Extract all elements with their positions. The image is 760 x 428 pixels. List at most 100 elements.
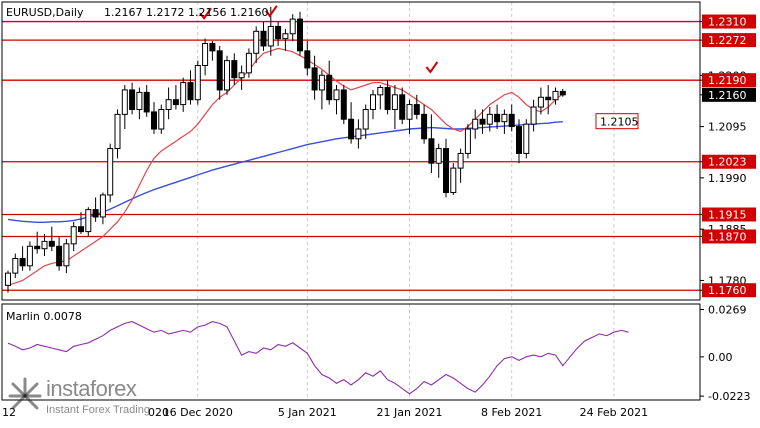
symbol-label: EURUSD,Daily	[6, 6, 84, 19]
candle-body	[435, 148, 442, 164]
candle-body	[48, 240, 55, 247]
candle-body	[377, 86, 384, 96]
ma-value-label: 1.2105	[600, 116, 639, 129]
candle-body	[340, 89, 347, 120]
x-tick-label-partial: 12	[2, 406, 16, 419]
candle-body	[472, 118, 479, 130]
level-tag	[702, 73, 756, 88]
candle-body	[41, 240, 48, 250]
level-tag-label: 1.1870	[708, 230, 747, 243]
ohlc-values: 1.2167 1.2172 1.2156 1.2160	[104, 6, 268, 19]
candle-body	[114, 113, 121, 150]
candle-body	[121, 89, 128, 115]
candle-body	[34, 245, 41, 250]
candle-body	[245, 52, 252, 74]
candle-body	[172, 99, 179, 106]
level-tag	[702, 154, 756, 169]
level-tag	[702, 207, 756, 222]
candle-body	[530, 106, 537, 125]
candle-body	[260, 30, 267, 47]
candle-body	[136, 91, 143, 110]
candle-body	[348, 118, 355, 140]
level-tag	[702, 229, 756, 244]
candle-body	[194, 65, 201, 101]
candle-body	[516, 126, 522, 154]
indicator-pane-frame	[1, 303, 701, 401]
candle-body	[63, 243, 70, 267]
candle-body	[501, 113, 508, 123]
indicator-line	[7, 321, 629, 395]
candle-body	[406, 104, 413, 120]
horizontal-levels	[2, 20, 700, 291]
indicator-tick-label: 0.0269	[708, 303, 747, 316]
level-tag-label: 1.1915	[708, 209, 747, 222]
candle-body	[187, 82, 194, 101]
candle-body	[370, 94, 376, 110]
x-tick-label: 21 Jan 2021	[377, 406, 443, 419]
level-tag-label: 1.2310	[708, 16, 747, 29]
candle-body	[304, 50, 311, 69]
candle-body	[297, 18, 303, 52]
current-price-tag	[702, 87, 756, 102]
level-tag	[702, 33, 756, 48]
candle-body	[267, 25, 274, 47]
candle-body	[326, 74, 333, 101]
candle-body	[428, 138, 435, 164]
x-tick-label-partial: 020	[148, 406, 169, 419]
candle-body	[224, 60, 230, 91]
candle-body	[457, 152, 464, 169]
price-labels: 1.2310 1.2272 1.2190 1.2023 1.1915 1.1870 1.17…	[595, 14, 756, 298]
candle-body	[355, 128, 362, 140]
current-price-label: 1.2160	[708, 89, 747, 102]
indicator-pane	[7, 321, 629, 395]
candle-body	[318, 74, 325, 91]
candle-body	[151, 111, 157, 130]
candle-body	[391, 94, 398, 110]
candle-body	[107, 148, 114, 196]
candle-body	[494, 113, 501, 123]
candle-body	[413, 104, 420, 115]
candle-body	[399, 94, 406, 120]
candle-body	[552, 90, 559, 101]
candle-body	[180, 82, 187, 106]
candle-body	[5, 272, 11, 286]
candle-body	[85, 209, 92, 233]
candle-body	[508, 113, 515, 128]
candle-body	[443, 148, 449, 194]
level-tag	[702, 283, 756, 298]
candle-body	[523, 123, 530, 154]
candle-body	[216, 50, 223, 91]
indicator-tick-label: 0.00	[708, 351, 733, 364]
candle-body	[289, 18, 296, 35]
indicator-label: Marlin 0.0078	[6, 310, 82, 323]
level-tag-label: 1.2190	[708, 74, 747, 87]
candle-body	[143, 91, 150, 113]
candle-body	[362, 108, 369, 130]
candle-body	[333, 89, 340, 101]
x-tick-label: 5 Jan 2021	[278, 406, 337, 419]
candle-body	[202, 43, 209, 67]
candle-body	[421, 113, 428, 140]
candle-body	[238, 72, 245, 79]
candle-body	[165, 99, 172, 110]
candle-body	[92, 209, 99, 218]
candle-body	[19, 257, 26, 267]
candle-body	[282, 33, 289, 40]
candle-body	[70, 226, 77, 245]
check-marks	[199, 5, 439, 74]
check-mark-icon	[425, 61, 439, 74]
candle-body	[275, 25, 282, 40]
candle-body	[384, 86, 391, 110]
candle-body	[26, 245, 33, 267]
candle-body	[12, 257, 19, 274]
grid-layer	[197, 2, 615, 400]
candle-body	[99, 194, 106, 218]
candle-body	[545, 96, 552, 101]
level-tag-label: 1.1760	[708, 284, 747, 297]
candle-body	[450, 167, 457, 194]
candle-body	[253, 30, 260, 54]
candle-body	[56, 245, 63, 267]
